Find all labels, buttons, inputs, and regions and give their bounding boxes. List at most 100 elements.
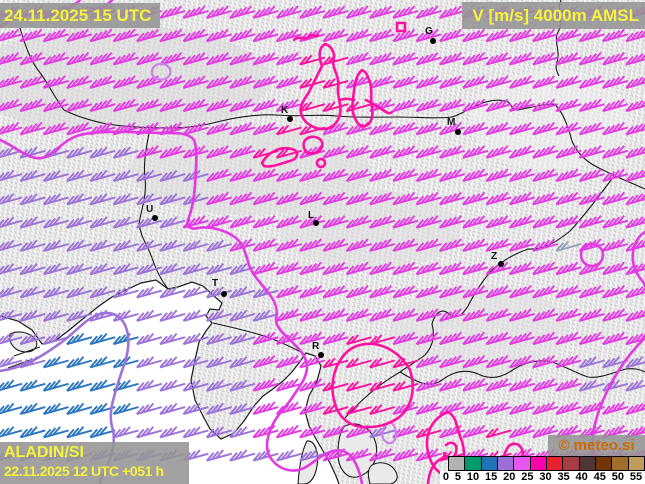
wind-barb [0,121,23,135]
wind-barb [136,356,163,369]
wind-barb [555,215,582,229]
wind-barb [625,332,645,346]
wind-barb [508,215,535,229]
wind-barb [159,262,186,276]
wind-barb [0,75,23,89]
wind-barb [485,284,512,299]
wind-barb [438,28,465,43]
wind-barb [42,98,69,113]
wind-barb [252,354,279,369]
wind-barb [112,169,139,183]
wind-barb [485,121,512,136]
wind-barb [0,169,23,182]
wind-barb [322,261,349,276]
wind-barb [182,286,209,299]
wind-barb [252,215,279,229]
wind-barb [322,331,349,346]
wind-barb [229,379,256,392]
wind-barb [229,51,256,66]
wind-barb [66,402,93,416]
wind-barb [532,261,559,276]
wind-barb [205,145,232,159]
wind-barb [438,354,465,369]
wind-barb [19,262,46,276]
wind-barb [369,308,396,322]
wind-barb [159,28,186,43]
wind-barb [485,145,512,159]
run-info: 22.11.2025 12 UTC +051 h [4,463,164,479]
wind-barb [485,308,512,322]
wind-barb [345,357,372,369]
wind-barb [485,28,512,43]
wind-barb [345,261,372,276]
wind-barb [299,168,326,183]
wind-barb [578,75,605,89]
wind-barbs [0,5,645,462]
wind-barb [462,215,489,229]
city-dot-Z [498,261,504,267]
wind-barb [625,99,645,113]
wind-barb [205,5,232,19]
wind-barb [532,424,559,439]
wind-barb [89,426,116,439]
wind-barb [229,215,256,229]
wind-barb [508,378,535,392]
wind-barb [229,75,256,89]
wind-barb [159,5,186,19]
wind-barb [275,28,302,43]
color-scale-tick: 25 [521,471,534,483]
wind-barb [602,98,629,113]
wind-barb [136,145,163,159]
wind-barb [275,238,302,252]
wind-barb [322,168,349,183]
wind-barb [392,98,419,113]
wind-barb [485,261,512,276]
wind-barb [555,51,582,66]
wind-barb [159,286,186,299]
wind-barb [462,75,489,89]
color-scale-box-0 [448,456,466,471]
wind-barb [159,51,186,66]
field-text: V [m/s] 4000m AMSL [472,6,639,25]
wind-barb [532,168,559,183]
wind-barb [485,168,512,183]
wind-barb [42,75,69,89]
wind-barb [42,309,69,322]
wind-barb [532,378,559,392]
wind-barb [112,28,139,43]
wind-barb [532,354,559,369]
wind-barb [578,51,605,66]
wind-barb [66,51,93,66]
wind-barb [205,356,232,369]
wind-barb [462,424,489,439]
wind-barb [136,286,163,299]
wind-barb [229,28,256,43]
wind-barb [415,354,442,369]
color-scale-tick: 5 [454,471,462,483]
wind-barb [299,191,326,206]
color-scale-tick: 45 [593,471,606,483]
credit-label: © meteo.si [548,435,645,456]
wind-barb [555,28,582,43]
wind-barb [205,239,232,252]
wind-barb [299,449,326,462]
wind-barb [136,121,163,136]
wind-barb [112,51,139,66]
color-scale-tick: 35 [557,471,570,483]
wind-barb [415,168,442,183]
wind-barb [485,354,512,369]
wind-barb [205,402,232,416]
field-label: V [m/s] 4000m AMSL [462,2,645,29]
city-label-Z: Z [491,251,497,262]
wind-barb [392,28,419,43]
wind-barb [555,145,582,159]
wind-barb [555,331,582,346]
wind-barb [252,261,279,276]
wind-barb [555,354,582,369]
wind-barb [252,424,279,439]
wind-barb [19,98,46,113]
wind-barb [182,193,209,206]
wind-barb [275,424,302,439]
color-scale-tick: 30 [539,471,552,483]
color-scale-tick: 0 [442,471,450,483]
